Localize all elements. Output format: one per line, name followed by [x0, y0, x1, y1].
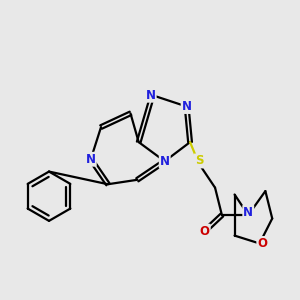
Text: N: N	[146, 89, 156, 102]
Text: N: N	[182, 100, 192, 113]
Text: N: N	[243, 206, 253, 219]
Text: N: N	[160, 155, 170, 168]
Text: S: S	[195, 154, 203, 167]
Text: N: N	[86, 153, 96, 166]
Text: O: O	[257, 237, 267, 250]
Text: O: O	[200, 225, 210, 238]
